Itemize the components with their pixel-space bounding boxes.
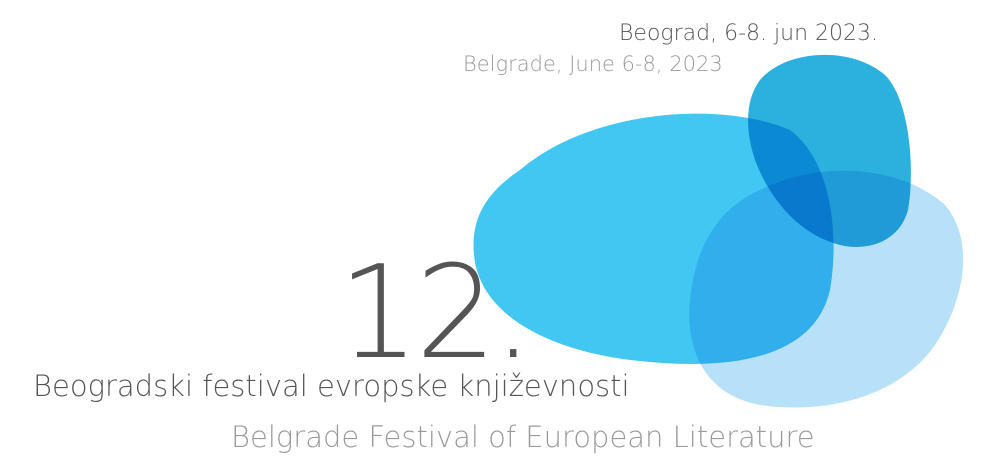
blob-top — [748, 54, 911, 247]
title-local: Beogradski festival evropske književnost… — [33, 369, 630, 403]
edition-number: 12. — [338, 239, 530, 388]
blobs — [473, 54, 964, 408]
title-english: Belgrade Festival of European Literature — [231, 420, 815, 454]
date-local: Beograd, 6-8. jun 2023. — [619, 21, 878, 46]
date-english: Belgrade, June 6-8, 2023 — [463, 52, 723, 76]
